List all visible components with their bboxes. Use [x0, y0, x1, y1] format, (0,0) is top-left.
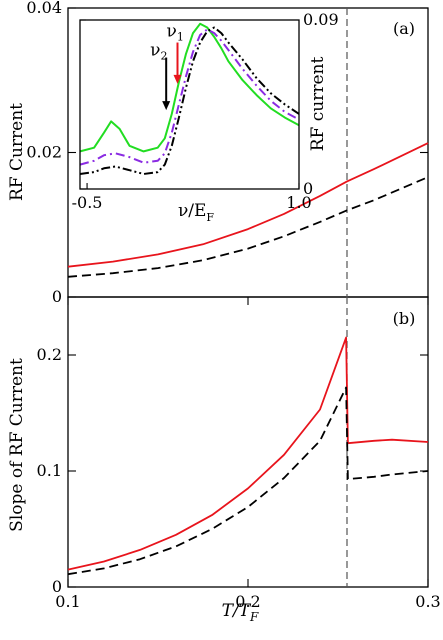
y-tick-label: 0: [52, 577, 62, 596]
x-tick-label: 0.1: [55, 592, 80, 611]
annotation-nu2: ν2: [150, 41, 167, 63]
series-line-3: [79, 26, 300, 175]
y-tick-label: 0.2: [37, 345, 62, 364]
bottom-ylabel: Slope of RF Current: [7, 358, 27, 532]
inset-frame: [79, 19, 300, 190]
annotation-nu1: ν1: [166, 22, 183, 44]
series-line-2: [67, 176, 429, 278]
bottom-xlabel: T/TF: [222, 601, 259, 624]
y-tick-label: 0.09: [303, 10, 339, 29]
series-line-1: [79, 22, 300, 153]
panel-label-a: (a): [393, 19, 415, 38]
inset-plot: 0 0.09 -0.5 1.0: [72, 10, 339, 212]
series-line-2: [67, 386, 429, 576]
y-tick-label: 0.02: [26, 143, 62, 162]
inset-xlabel: ν/EF: [178, 201, 214, 224]
y-tick-label: 0: [303, 179, 313, 198]
annotation-arrow-head-1: [173, 74, 182, 84]
annotation-nu1-main: ν: [166, 22, 176, 42]
series-line-1: [67, 142, 429, 268]
annotation-arrow-head-2: [162, 101, 171, 111]
x-tick-label: 0.3: [415, 592, 440, 611]
bottom-xlabel-sub: F: [249, 610, 259, 624]
annotation-nu1-sub: 1: [177, 31, 184, 44]
y-tick-label: 0.04: [26, 0, 62, 17]
inset-xlabel-main: ν/E: [178, 201, 206, 221]
inset-ylabel: RF current: [308, 57, 328, 152]
series-line-2: [79, 28, 300, 166]
bottom-panel-plot: 00.10.20.1 0.2 0.3: [37, 297, 441, 611]
top-panel-plot: 0 0.02 0.04: [26, 0, 429, 306]
annotation-nu2-main: ν: [150, 41, 160, 61]
x-tick-label: 1.0: [286, 193, 311, 212]
y-tick-label: 0.1: [37, 461, 62, 480]
y-tick-label: 0: [52, 287, 62, 306]
bottom-panel-frame: [67, 296, 429, 588]
x-tick-label: -0.5: [72, 193, 103, 212]
series-line-1: [67, 336, 429, 571]
inset-background: [80, 20, 299, 189]
x-tick-label: 0.2: [235, 592, 260, 611]
panel-label-b: (b): [393, 309, 416, 328]
annotation-nu2-sub: 2: [161, 50, 168, 63]
inset-xlabel-sub: F: [206, 211, 214, 224]
bottom-xlabel-main: T/T: [222, 601, 252, 621]
top-ylabel: RF Current: [7, 103, 27, 201]
